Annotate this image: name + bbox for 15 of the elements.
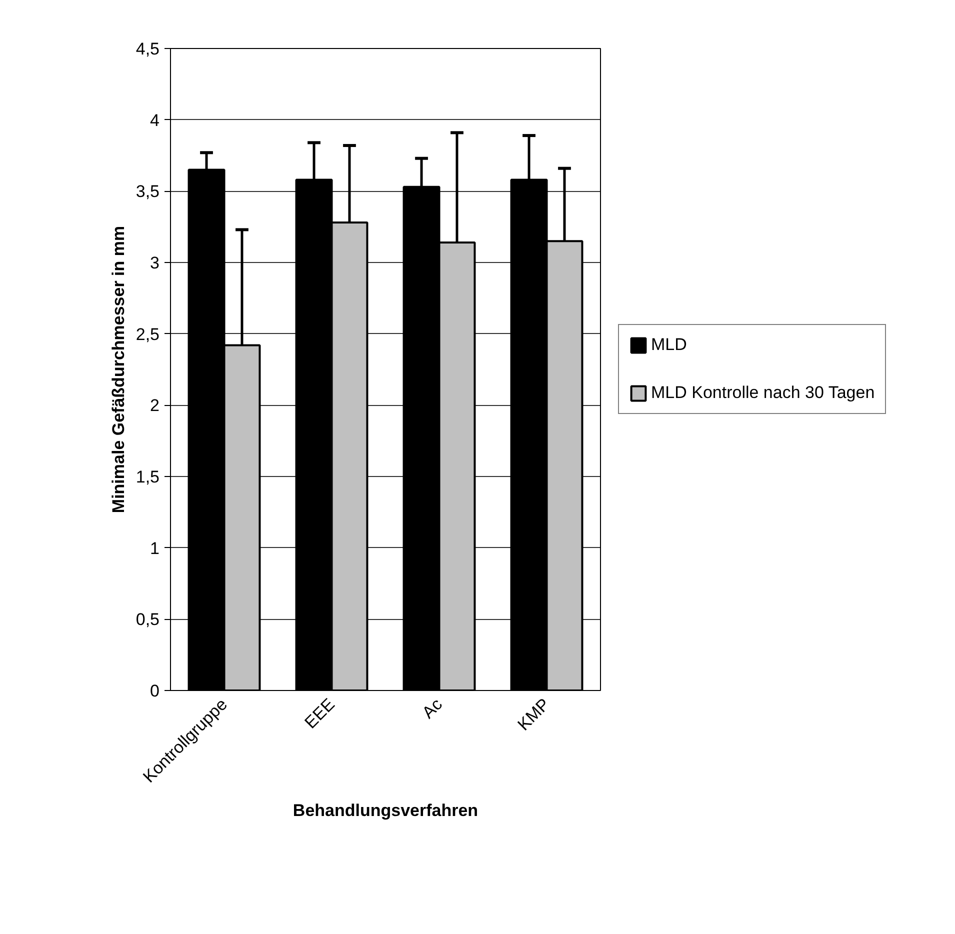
x-axis-title: Behandlungsverfahren xyxy=(292,801,478,820)
y-tick-label: 1 xyxy=(150,538,160,558)
y-tick-label: 3 xyxy=(150,254,160,272)
y-tick-label: 0 xyxy=(150,682,160,700)
x-tick-label: Ac xyxy=(418,694,446,722)
y-tick-label: 2,5 xyxy=(136,324,160,344)
legend-label: MLD xyxy=(651,335,687,355)
y-tick-label: 3,5 xyxy=(136,182,160,202)
y-tick-label: 4,5 xyxy=(136,40,160,58)
y-tick-label: 2 xyxy=(150,396,160,416)
y-axis-title: Minimale Gefäßdurchmesser in mm xyxy=(108,226,128,514)
legend-label: MLD Kontrolle nach 30 Tagen xyxy=(651,383,875,403)
y-tick-label: 4 xyxy=(150,110,160,130)
y-tick-label: 1,5 xyxy=(136,468,160,486)
y-tick-label: 0,5 xyxy=(136,610,160,630)
